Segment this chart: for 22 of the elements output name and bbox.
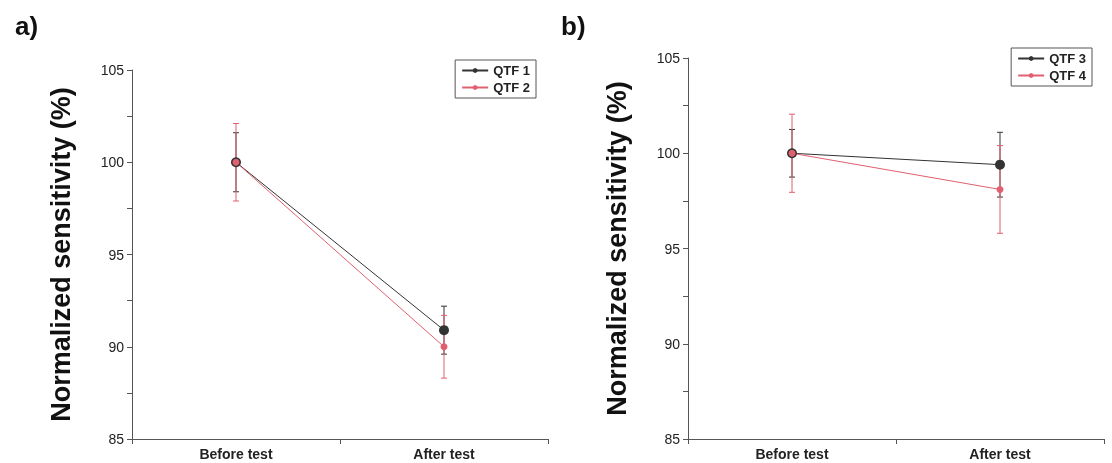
y-tick-label: 90 (108, 338, 125, 355)
y-tick-label: 85 (108, 431, 125, 447)
y-tick-label: 100 (100, 154, 125, 171)
y-tick-label: 105 (656, 50, 681, 66)
y-axis-title: Normalized sensitivity (%) (45, 87, 76, 422)
chart-title: b) (561, 11, 586, 41)
y-tick-label: 85 (664, 431, 681, 447)
y-axis-title: Normalized sensitivity (%) (601, 81, 632, 416)
legend-label: QTF 3 (1049, 51, 1087, 66)
x-tick-label: After test (969, 446, 1032, 462)
y-tick-label: 105 (100, 62, 125, 78)
x-tick-label: Before test (199, 446, 273, 462)
y-tick-label: 100 (656, 145, 681, 162)
chart-title: a) (15, 11, 39, 41)
y-tick-label: 90 (664, 335, 681, 352)
legend-label: QTF 4 (1049, 68, 1087, 83)
y-tick-label: 95 (664, 240, 681, 257)
x-tick-label: After test (413, 446, 476, 462)
y-tick-label: 95 (108, 246, 125, 263)
legend-label: QTF 1 (493, 63, 531, 78)
x-tick-label: Before test (755, 446, 829, 462)
legend-label: QTF 2 (493, 80, 531, 95)
